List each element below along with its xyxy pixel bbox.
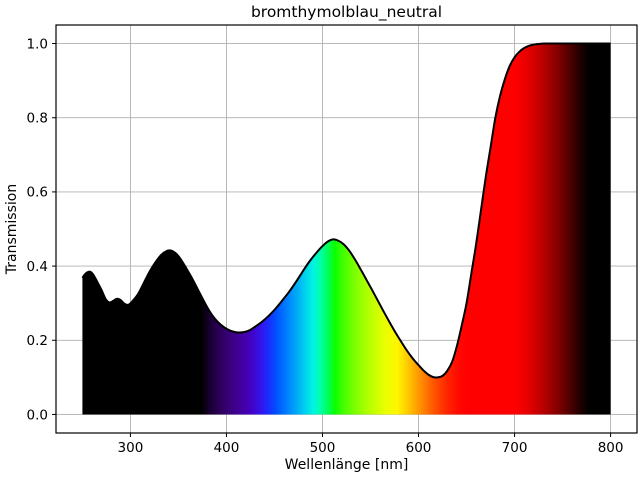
x-tick-label: 700 (502, 440, 528, 456)
transmission-curve (81, 42, 611, 379)
axes-frame (55, 24, 638, 434)
y-tick-label: 0.8 (27, 111, 48, 127)
spectrum-fill-area (82, 43, 611, 415)
chart-title: bromthymolblau_neutral (251, 3, 442, 22)
y-tick-label: 1.0 (27, 36, 48, 52)
x-tick-label: 300 (118, 440, 144, 456)
y-axis-label: Transmission (4, 184, 20, 275)
y-tick-label: 0.2 (27, 333, 48, 349)
x-tick-label: 600 (406, 440, 432, 456)
x-tick-labels: 300 400 500 600 700 800 (118, 440, 624, 456)
x-axis-label: Wellenlänge [nm] (285, 457, 409, 473)
tick-marks (52, 43, 612, 437)
y-tick-label: 0.0 (27, 407, 48, 423)
x-tick-label: 400 (214, 440, 240, 456)
y-tick-label: 0.4 (27, 259, 48, 275)
y-tick-labels: 0.0 0.2 0.4 0.6 0.8 1.0 (27, 36, 48, 423)
x-tick-label: 500 (310, 440, 336, 456)
y-tick-label: 0.6 (27, 185, 48, 201)
x-tick-label: 800 (598, 440, 624, 456)
